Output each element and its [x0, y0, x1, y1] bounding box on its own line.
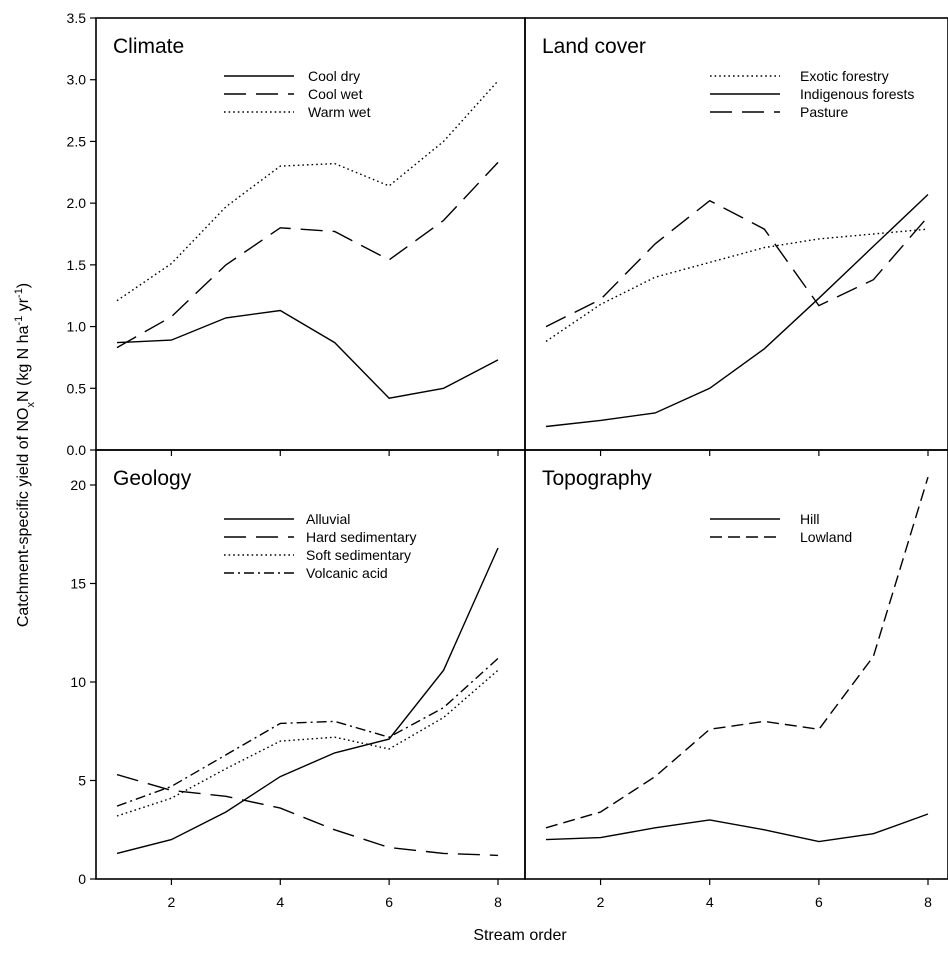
legend-label: Exotic forestry — [800, 68, 889, 84]
y-axis-label: Catchment-specific yield of NOxN (kg N h… — [13, 283, 37, 627]
series-line-pasture — [545, 199, 929, 328]
x-tick-label: 8 — [494, 894, 502, 910]
x-tick-label: 4 — [276, 894, 284, 910]
y-tick-label: 1.0 — [67, 319, 87, 335]
y-tick-label: 2.5 — [67, 133, 87, 149]
legend-label: Hill — [800, 511, 819, 527]
legend-label: Volcanic acid — [306, 565, 388, 581]
panel-frame — [524, 449, 948, 880]
panel-climate: Climate 0.0 0.5 1.0 1.5 2.0 2.5 3.0 3.5 Cool dry C… — [67, 10, 526, 458]
x-tick-label: 2 — [597, 894, 605, 910]
legend-label: Cool dry — [308, 68, 360, 84]
panel-title: Topography — [542, 467, 652, 490]
y-tick-label: 0.0 — [67, 442, 87, 458]
x-tick-label: 6 — [815, 894, 823, 910]
y-tick-label: 15 — [70, 576, 86, 592]
x-tick-label: 8 — [924, 894, 932, 910]
series-line-alluvial — [116, 547, 499, 855]
panel-title: Climate — [113, 35, 184, 58]
y-tick-label: 1.5 — [67, 257, 87, 273]
x-axis-label: Stream order — [473, 927, 567, 944]
y-tick-label: 5 — [78, 773, 86, 789]
panel-topography: Topography 2 4 6 8 Hill Lowland — [524, 449, 948, 910]
legend-label: Indigenous forests — [800, 86, 914, 102]
series-line-indigenous-forests — [545, 193, 929, 428]
panel-geology: Geology 2 4 6 8 0 5 10 15 20 Alluvial Hard sediment… — [70, 449, 526, 910]
y-tick-label: 3.5 — [67, 10, 87, 26]
legend-label: Hard sedimentary — [306, 529, 417, 545]
series-line-hard-sedimentary — [116, 773, 499, 857]
legend-label: Alluvial — [306, 511, 350, 527]
panel-title: Geology — [113, 467, 192, 490]
series-line-soft-sedimentary — [116, 669, 499, 817]
series-line-exotic-forestry — [545, 228, 929, 342]
legend-label: Warm wet — [308, 104, 371, 120]
y-tick-label: 3.0 — [67, 72, 87, 88]
y-tick-label: 0 — [78, 871, 86, 887]
series-line-cool-dry — [116, 309, 499, 399]
series-line-lowland — [545, 476, 929, 829]
y-tick-label: 2.0 — [67, 195, 87, 211]
x-tick-label: 4 — [706, 894, 714, 910]
legend-label: Cool wet — [308, 86, 363, 102]
y-tick-label: 0.5 — [67, 380, 87, 396]
legend-label: Pasture — [800, 104, 848, 120]
y-tick-label: 10 — [70, 674, 86, 690]
series-line-warm-wet — [116, 80, 499, 302]
series-line-hill — [545, 813, 929, 843]
legend-label: Lowland — [800, 529, 852, 545]
panels-layer: Climate 0.0 0.5 1.0 1.5 2.0 2.5 3.0 3.5 Cool dry C… — [67, 10, 948, 910]
panel-land-cover: Land cover Exotic forestry Indigenous fore… — [524, 17, 948, 456]
series-line-volcanic-acid — [116, 657, 499, 807]
legend-label: Soft sedimentary — [306, 547, 411, 563]
y-tick-label: 20 — [70, 477, 86, 493]
x-tick-label: 6 — [385, 894, 393, 910]
x-tick-label: 2 — [168, 894, 176, 910]
series-line-cool-wet — [116, 161, 499, 349]
panel-title: Land cover — [542, 35, 646, 58]
